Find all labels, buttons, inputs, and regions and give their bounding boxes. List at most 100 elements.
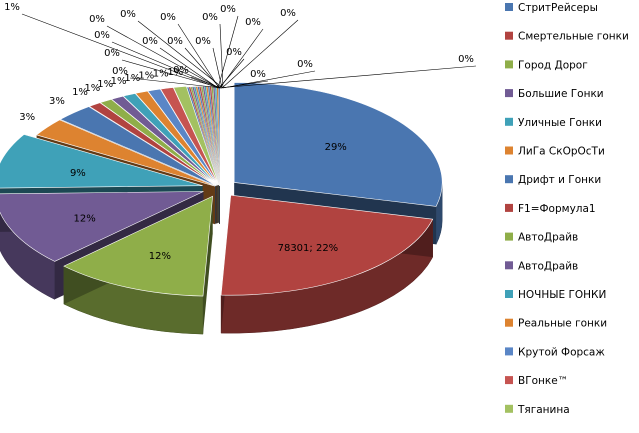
legend-item: ЛиГа СкОрОсТи (505, 146, 605, 158)
legend-label: Крутой Форсаж (518, 346, 605, 358)
pie-slice-top (35, 119, 216, 187)
legend-swatch (505, 376, 513, 385)
slice-data-label: 1% (138, 71, 154, 82)
leader-line (129, 77, 223, 89)
legend-item: Уличные Гонки (505, 117, 602, 129)
legend-item: Город Дорог (505, 59, 588, 71)
pie-slice-top (134, 90, 219, 186)
leader-line (177, 23, 220, 89)
small-slice-label: 1% (4, 2, 20, 13)
legend-swatch (505, 3, 513, 11)
data-labels: 29%78301; 22%12%12%9%3%3%1%1%1%1%1%1%1%1… (4, 2, 474, 262)
legend-label: ВГонке™ (518, 375, 568, 387)
legend-label: АвтоДрайв (518, 260, 578, 272)
slice-data-label: 1% (111, 76, 127, 87)
leader-line (219, 23, 224, 89)
legend-item: Крутой Форсаж (505, 346, 605, 358)
small-slice-label: 0% (89, 14, 105, 25)
legend-swatch (505, 60, 513, 69)
legend-swatch (505, 318, 513, 327)
leader-line (219, 28, 264, 89)
slice-data-label: 1% (72, 87, 88, 98)
small-slice-label: 0% (167, 36, 183, 47)
small-slice-label: 0% (458, 54, 474, 65)
leader-line (217, 15, 239, 89)
leader-line (121, 59, 222, 89)
leader-line (212, 47, 223, 89)
legend-swatch (505, 290, 513, 298)
pie-slice-top (173, 85, 220, 186)
legend-item: ВГонке™ (505, 375, 568, 387)
pie-slice (220, 194, 434, 334)
legend-label: ЛиГа СкОрОсТи (518, 146, 605, 158)
legend-item: АвтоДрайв (505, 232, 578, 244)
slice-data-label: 9% (70, 168, 86, 179)
small-slice-label: 0% (280, 8, 296, 19)
small-slice-label: 0% (173, 65, 189, 76)
pie-slice (63, 195, 213, 335)
small-slice-label: 0% (104, 48, 120, 59)
legend-swatch (505, 89, 513, 98)
legend-label: СтритРейсеры (518, 2, 598, 14)
leader-line (222, 70, 316, 89)
slice-data-label: 1% (124, 73, 140, 84)
legend-swatch (505, 232, 513, 241)
legend-swatch (505, 31, 513, 40)
pie-slice-top (0, 134, 203, 189)
leader-line (106, 25, 220, 89)
legend-item: F1=Формула1 (505, 203, 596, 215)
legend-swatch (505, 117, 513, 126)
legend-item: Тяганина (505, 404, 570, 416)
leader-line (184, 47, 221, 89)
slice-data-label: 29% (325, 142, 347, 153)
legend-label: Смертельные гонки (518, 31, 629, 43)
legend-item: АвтоДрайв (505, 260, 578, 272)
legend-swatch (505, 404, 513, 413)
pie-slice-top (220, 194, 434, 296)
leader-line (159, 47, 219, 89)
small-slice-label: 0% (160, 12, 176, 23)
leader-lines (21, 13, 477, 89)
slice-data-label: 12% (149, 251, 171, 262)
pie-slice-top (59, 106, 217, 187)
small-slice-label: 0% (220, 4, 236, 15)
slice-data-label: 1% (84, 83, 100, 94)
legend-label: АвтоДрайв (518, 232, 578, 244)
legend-label: НОЧНЫЕ ГОНКИ (518, 289, 606, 301)
small-slice-label: 0% (120, 9, 136, 20)
legend-label: Реальные гонки (518, 318, 607, 330)
leader-line (21, 13, 219, 89)
small-slice-label: 0% (297, 59, 313, 70)
slice-data-label: 12% (73, 214, 95, 225)
pie-slice-top (160, 87, 219, 186)
small-slice-label: 0% (142, 36, 158, 47)
small-slice-label: 0% (250, 69, 266, 80)
leader-line (221, 19, 299, 89)
leader-line (137, 20, 224, 89)
legend-swatch (505, 347, 513, 356)
legend-swatch (505, 146, 513, 155)
slice-data-label: 3% (49, 96, 65, 107)
small-slice-label: 0% (245, 17, 261, 28)
leader-line (190, 76, 222, 89)
legend-swatch (505, 261, 513, 270)
pie-slice-top (63, 195, 213, 297)
legend-item: Реальные гонки (505, 318, 607, 330)
leader-line (111, 41, 221, 89)
pie-slice-top (233, 82, 443, 207)
slice-data-label: 1% (153, 69, 169, 80)
legend-item: Дрифт и Гонки (505, 174, 601, 186)
leader-line (217, 65, 477, 89)
legend-item: СтритРейсеры (505, 2, 598, 14)
small-slice-label: 0% (226, 47, 242, 58)
slice-data-label: 1% (97, 79, 113, 90)
slice-data-label: 3% (19, 112, 35, 123)
legend-item: Большие Гонки (505, 88, 604, 100)
legend: СтритРейсеры Смертельные гонки Город Дорог… (505, 2, 629, 416)
legend-label: Тяганина (517, 404, 570, 416)
small-slice-label: 0% (94, 30, 110, 41)
slice-data-label: 78301; 22% (278, 243, 339, 254)
small-slice-label: 0% (112, 66, 128, 77)
legend-item: НОЧНЫЕ ГОНКИ (505, 289, 606, 301)
